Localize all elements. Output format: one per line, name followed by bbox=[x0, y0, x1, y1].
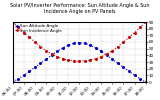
Legend: Sun Altitude Angle, Sun Incidence Angle: Sun Altitude Angle, Sun Incidence Angle bbox=[15, 24, 62, 33]
Text: Solar PV/Inverter Performance: Sun Altitude Angle & Sun Incidence Angle on PV Pa: Solar PV/Inverter Performance: Sun Altit… bbox=[10, 3, 150, 14]
